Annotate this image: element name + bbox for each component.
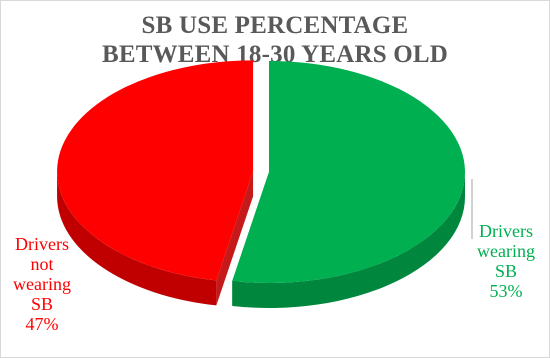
- chart-title-line-1: SB USE PERCENTAGE: [141, 12, 409, 39]
- label-line: Drivers: [479, 221, 533, 241]
- label-line: wearing: [13, 274, 71, 294]
- pie-slice-side-drivers-wearing-sb: [232, 172, 465, 308]
- data-label-drivers-wearing-sb: Drivers wearing SB 53%: [469, 221, 543, 301]
- pie-slice-drivers-not-wearing-sb: [57, 60, 254, 281]
- label-line: SB: [494, 261, 518, 281]
- pie-slice-drivers-wearing-sb: [232, 61, 465, 283]
- label-line: not: [30, 254, 54, 274]
- label-line: SB: [30, 294, 54, 314]
- label-line: Drivers: [15, 234, 69, 254]
- label-value: 47%: [25, 314, 59, 334]
- chart-title: SB USE PERCENTAGE BETWEEN 18-30 YEARS OL…: [1, 11, 549, 69]
- data-label-drivers-not-wearing-sb: Drivers not wearing SB 47%: [9, 234, 75, 334]
- pie-slice-side-drivers-not-wearing-sb: [57, 171, 217, 306]
- pie-slice-edge-drivers-not-wearing-sb: [216, 171, 254, 306]
- label-value: 53%: [489, 281, 523, 301]
- label-line: wearing: [477, 241, 535, 261]
